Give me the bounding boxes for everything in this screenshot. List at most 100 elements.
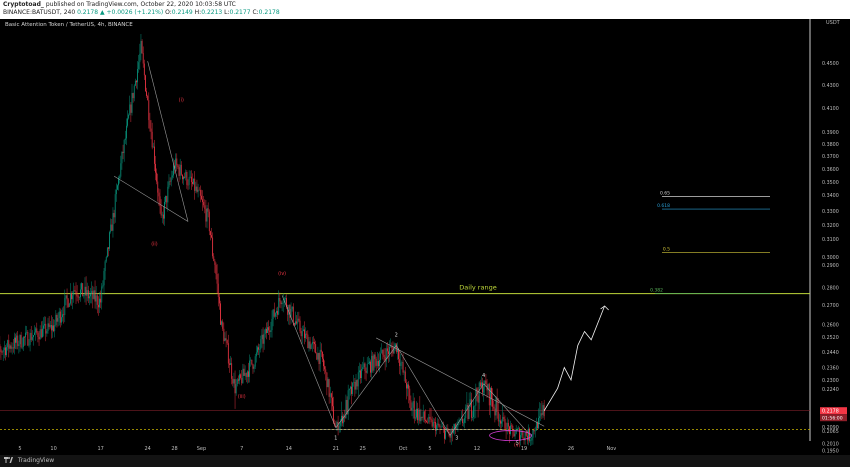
x-tick-label: 14 bbox=[286, 446, 292, 452]
x-axis[interactable]: 5 10 17 24 28 Sep 7 14 21 25 Oct 5 12 19 26 Nov bbox=[18, 446, 616, 452]
y-tick-label: 0.1950 bbox=[822, 449, 839, 455]
candle-body bbox=[522, 431, 524, 438]
candle-body bbox=[37, 332, 39, 337]
candle-body bbox=[338, 425, 340, 430]
candle-body bbox=[99, 298, 100, 308]
candle-body bbox=[151, 131, 153, 148]
candle-body bbox=[180, 164, 182, 175]
candle-body bbox=[456, 426, 458, 430]
candle-body bbox=[169, 181, 171, 183]
wave-zigzag-line bbox=[483, 383, 531, 436]
wave-zigzag-line bbox=[449, 383, 484, 436]
candle-body bbox=[440, 426, 442, 428]
candle-body bbox=[292, 306, 294, 324]
candle-body bbox=[134, 80, 136, 86]
chart-header: Cryptotoad_ published on TradingView.com… bbox=[0, 0, 850, 19]
candle-body bbox=[497, 411, 499, 422]
candle-body bbox=[335, 426, 337, 428]
publish-text: published on TradingView.com, October 22… bbox=[45, 1, 236, 8]
candle-body bbox=[104, 261, 106, 271]
candle-body bbox=[384, 356, 386, 362]
candle-body bbox=[519, 428, 520, 441]
candle-body bbox=[404, 371, 406, 383]
candle-body bbox=[59, 311, 61, 323]
candle-body bbox=[503, 417, 505, 419]
y-tick-label: 0.4500 bbox=[822, 61, 839, 67]
candle-body bbox=[160, 206, 162, 216]
candle-body bbox=[75, 291, 77, 295]
candle-body bbox=[113, 213, 115, 218]
candle-body bbox=[344, 415, 346, 419]
candle-body bbox=[85, 286, 87, 296]
y-axis[interactable]: 0.4500 0.4300 0.4100 0.3900 0.3800 0.3700 0.36… bbox=[820, 61, 847, 455]
candle-body bbox=[504, 418, 506, 429]
candle-body bbox=[454, 424, 455, 429]
candle-body bbox=[305, 333, 306, 339]
candle-body bbox=[91, 290, 93, 294]
candle-body bbox=[130, 104, 132, 113]
y-tick-label: 0.2900 bbox=[822, 263, 839, 269]
candle-body bbox=[20, 335, 22, 348]
candle-body bbox=[108, 247, 109, 249]
candle-body bbox=[239, 374, 240, 381]
chart-area[interactable]: Basic Attention Token / TetherUS, 4h, BI… bbox=[0, 19, 850, 455]
candle-body bbox=[150, 128, 152, 132]
candle-body bbox=[222, 321, 224, 329]
candle-body bbox=[71, 293, 72, 300]
candle-body bbox=[282, 302, 284, 304]
x-tick-label: Sep bbox=[197, 446, 206, 452]
wave-label-red: (iii) bbox=[238, 394, 246, 400]
candle-body bbox=[510, 425, 511, 434]
candle-body bbox=[279, 297, 281, 302]
x-tick-label: 24 bbox=[144, 446, 150, 452]
candle-body bbox=[348, 388, 350, 391]
candle-body bbox=[47, 323, 49, 331]
candle-body bbox=[154, 146, 155, 164]
candle-body bbox=[11, 347, 13, 349]
candle-body bbox=[318, 352, 320, 365]
candle-body bbox=[90, 293, 91, 297]
candle-body bbox=[528, 428, 529, 441]
wave-label-red: (v) bbox=[514, 442, 521, 448]
candle-body bbox=[421, 416, 423, 418]
candle-body bbox=[94, 290, 96, 302]
candle-body bbox=[28, 344, 30, 346]
candle-body bbox=[6, 347, 7, 356]
y-tick-label: 0.3600 bbox=[822, 167, 839, 173]
candle-body bbox=[129, 104, 131, 115]
candle-body bbox=[304, 329, 305, 339]
candle-body bbox=[420, 416, 422, 422]
candle-body bbox=[287, 306, 289, 315]
author-name[interactable]: Cryptotoad_ bbox=[3, 1, 44, 8]
levels-layer: Daily range 0.65 0.618 0.5 0.382 bbox=[0, 191, 810, 430]
candle-body bbox=[100, 298, 102, 303]
candle-body bbox=[176, 158, 178, 166]
candle-body bbox=[297, 318, 299, 324]
y-tick-label: 0.2800 bbox=[822, 286, 839, 292]
candle-body bbox=[244, 373, 246, 376]
x-tick-label: 25 bbox=[360, 446, 366, 452]
candle-body bbox=[263, 333, 265, 344]
candle-body bbox=[215, 264, 217, 274]
low-label: L: bbox=[224, 9, 230, 16]
candle-body bbox=[530, 440, 532, 441]
price-chart[interactable]: Basic Attention Token / TetherUS, 4h, BI… bbox=[0, 19, 850, 455]
candle-body bbox=[361, 369, 362, 379]
candle-body bbox=[436, 425, 438, 431]
y-tick-label: 0.2440 bbox=[822, 350, 839, 356]
candle-body bbox=[201, 195, 202, 200]
candle-body bbox=[524, 432, 526, 441]
candle-body bbox=[117, 185, 118, 190]
candle-body bbox=[371, 355, 373, 373]
candle-body bbox=[428, 416, 430, 423]
fib-level-label: 0.618 bbox=[657, 203, 670, 209]
tradingview-brand[interactable]: TradingView bbox=[17, 457, 55, 464]
candle-body bbox=[204, 205, 206, 209]
candle-body bbox=[323, 358, 324, 367]
candle-body bbox=[442, 426, 444, 428]
candle-body bbox=[210, 231, 211, 236]
y-tick-label: 0.3500 bbox=[822, 180, 839, 186]
candle-body bbox=[290, 309, 292, 318]
candle-body bbox=[300, 331, 302, 337]
candle-body bbox=[324, 366, 326, 370]
